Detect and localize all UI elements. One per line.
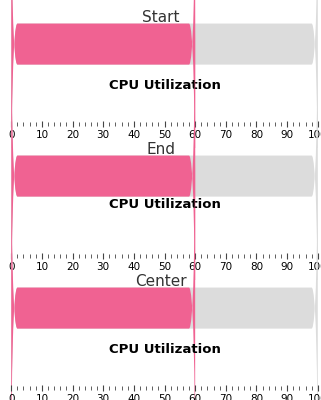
- Text: CPU Utilization: CPU Utilization: [108, 79, 221, 92]
- FancyBboxPatch shape: [11, 0, 195, 372]
- FancyBboxPatch shape: [11, 0, 318, 240]
- FancyBboxPatch shape: [11, 0, 195, 240]
- Text: Start: Start: [142, 10, 179, 25]
- Text: End: End: [146, 142, 175, 157]
- Text: CPU Utilization: CPU Utilization: [108, 198, 221, 211]
- FancyBboxPatch shape: [11, 112, 318, 400]
- Text: Center: Center: [135, 274, 186, 289]
- FancyBboxPatch shape: [11, 0, 318, 372]
- FancyBboxPatch shape: [11, 112, 195, 400]
- Text: CPU Utilization: CPU Utilization: [108, 343, 221, 356]
